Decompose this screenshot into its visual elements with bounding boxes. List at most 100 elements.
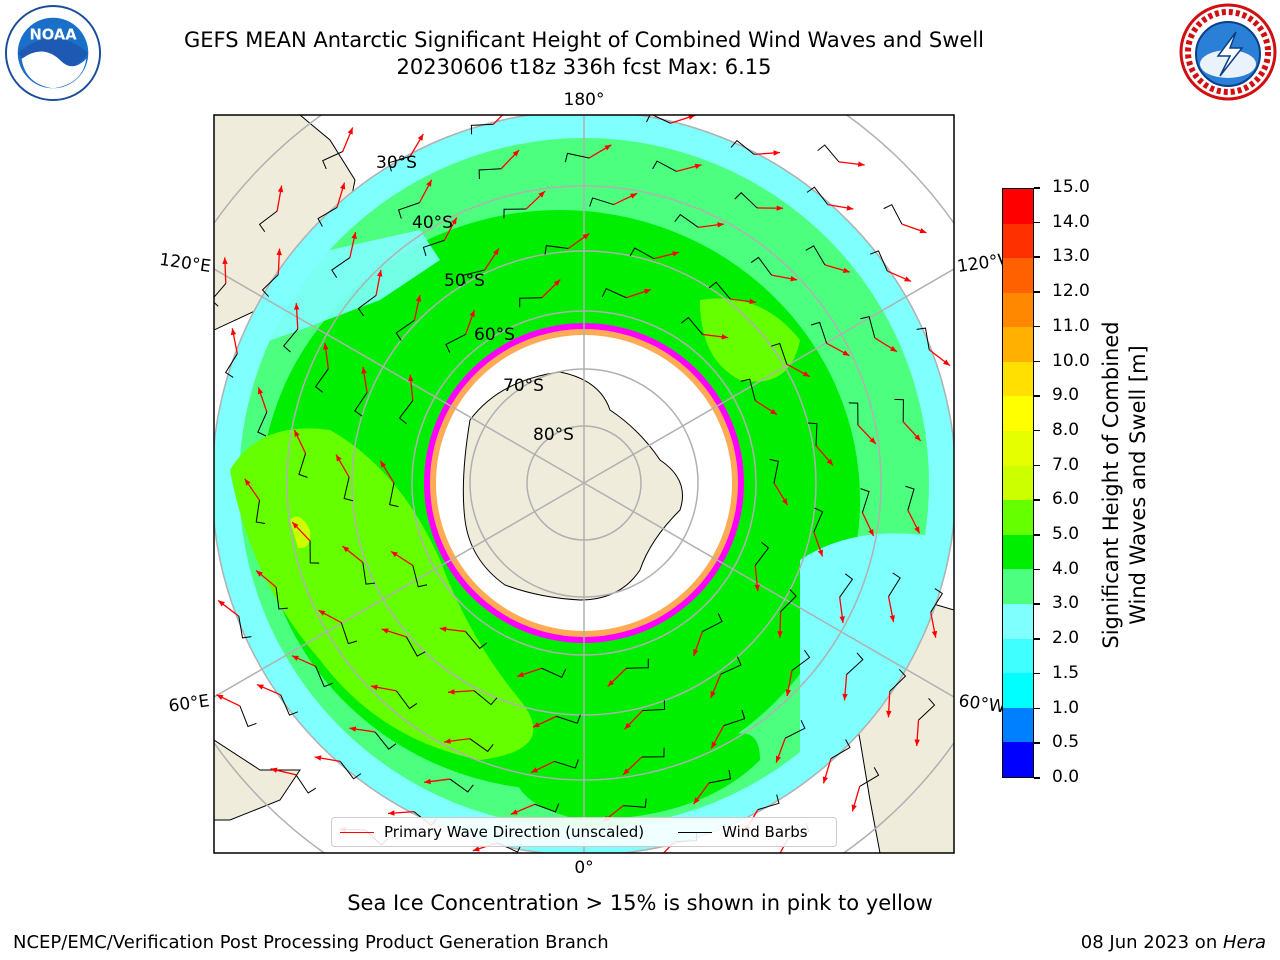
colorbar-segment <box>1003 465 1033 501</box>
wind-barb <box>680 316 703 335</box>
colorbar-tick-label: 15.0 <box>1052 177 1090 197</box>
chart-title: GEFS MEAN Antarctic Significant Height o… <box>183 28 985 52</box>
wave-arrowhead <box>889 345 897 352</box>
wind-barb <box>888 572 901 597</box>
wave-arrowhead <box>444 738 451 744</box>
lon-label-60e: 60°E <box>167 691 210 716</box>
colorbar-label-line2: Wind Waves and Swell [m] <box>1126 345 1150 625</box>
wave-arrowhead <box>390 551 398 558</box>
wave-arrow <box>492 115 504 125</box>
colorbar-tick-mark <box>1034 291 1040 293</box>
wave-arrowhead <box>493 248 499 256</box>
wind-barb <box>860 488 870 513</box>
wind-barb <box>641 747 665 758</box>
wind-barb <box>589 197 614 207</box>
wind-barb <box>339 761 362 780</box>
wave-arrowhead <box>361 366 367 374</box>
lat-label-70s: 70°S <box>503 376 544 396</box>
wind-barb <box>702 613 723 632</box>
colorbar-segment <box>1003 361 1033 397</box>
wind-barb <box>534 803 560 813</box>
legend-item-wave: Primary Wave Direction (unscaled) <box>340 823 644 841</box>
wave-arrowhead <box>694 163 702 170</box>
wind-barb <box>395 319 415 341</box>
wind-barb <box>860 316 876 339</box>
wind-barb <box>309 540 320 564</box>
lat-label-50s: 50°S <box>444 271 485 291</box>
colorbar-segment <box>1003 396 1033 432</box>
wind-barb <box>846 652 864 675</box>
wind-barb <box>389 482 399 508</box>
wave-arrowhead <box>857 161 865 167</box>
colorbar-tick-label: 1.5 <box>1052 662 1080 683</box>
wind-barb <box>470 123 494 135</box>
legend-barb-label: Wind Barbs <box>722 823 808 841</box>
wind-barb <box>769 458 779 484</box>
colorbar-tick-label: 7.0 <box>1052 454 1080 475</box>
wind-barb <box>422 239 445 257</box>
wave-arrowhead <box>842 350 850 356</box>
wave-arrowhead <box>656 854 662 861</box>
wind-barb <box>405 636 426 657</box>
wave-arrowhead <box>417 133 424 141</box>
wind-barb <box>770 342 788 365</box>
wave-arrowhead <box>323 343 329 350</box>
colorbar-tick-label: 6.0 <box>1052 489 1080 510</box>
wave-arrowhead <box>532 722 540 728</box>
colorbar <box>1002 188 1034 778</box>
wave-arrowhead <box>889 615 895 623</box>
wind-barb <box>642 700 666 712</box>
wind-barb <box>283 328 299 353</box>
colorbar-tick-label: 12.0 <box>1052 281 1090 302</box>
wind-barb <box>805 245 826 266</box>
wave-arrowhead <box>314 755 322 761</box>
wave-arrowhead <box>607 679 615 687</box>
wind-barb <box>354 392 368 417</box>
colorbar-label: Significant Height of Combined Wind Wave… <box>1098 275 1158 695</box>
wave-arrowhead <box>244 478 251 486</box>
wind-barb <box>280 694 299 716</box>
sea-ice-caption: Sea Ice Concentration > 15% is shown in … <box>347 891 933 915</box>
lat-label-30s: 30°S <box>376 153 417 173</box>
wind-barb <box>298 453 308 478</box>
wave-arrowhead <box>512 149 520 157</box>
colorbar-segment <box>1003 742 1033 777</box>
graticule <box>214 115 954 853</box>
colorbar-tick-mark <box>1034 568 1040 571</box>
wave-arrowhead <box>342 546 350 553</box>
wave-arrowhead <box>291 655 299 661</box>
wind-barb <box>791 649 811 671</box>
colorbar-tick-label: 5.0 <box>1052 524 1080 545</box>
wave-arrowhead <box>710 690 716 698</box>
wave-arrowhead <box>672 251 680 257</box>
wave-arrowhead <box>839 616 845 623</box>
wave-arrowhead <box>624 722 631 730</box>
wave-arrowhead <box>582 233 590 240</box>
colorbar-segment <box>1003 327 1033 362</box>
wave-arrowhead <box>914 739 920 747</box>
wind-barb <box>674 213 699 228</box>
lat-label-40s: 40°S <box>412 213 453 233</box>
colorbar-tick-label: 1.0 <box>1052 697 1080 718</box>
wind-barb <box>930 588 944 613</box>
wave-arrowhead <box>424 778 431 785</box>
colorbar-tick-mark <box>1034 464 1040 467</box>
wind-barb <box>918 697 936 721</box>
wave-arrowhead <box>349 726 357 732</box>
lat-label-60s: 60°S <box>474 325 515 345</box>
wind-barb <box>626 658 649 669</box>
colorbar-tick-label: 10.0 <box>1052 350 1090 371</box>
wind-barb <box>478 168 502 180</box>
wave-arrowhead <box>693 649 699 656</box>
wind-barb <box>757 794 780 811</box>
legend-item-barb: Wind Barbs <box>678 823 808 841</box>
wind-barb <box>322 151 343 170</box>
wave-arrowhead <box>256 684 264 690</box>
wave-arrowhead <box>868 529 874 537</box>
wind-barb <box>473 690 498 706</box>
colorbar-tick-label: 0.0 <box>1052 767 1080 787</box>
wind-barb <box>646 115 671 124</box>
wind-barb <box>806 186 829 205</box>
colorbar-tick-mark <box>1034 221 1040 224</box>
